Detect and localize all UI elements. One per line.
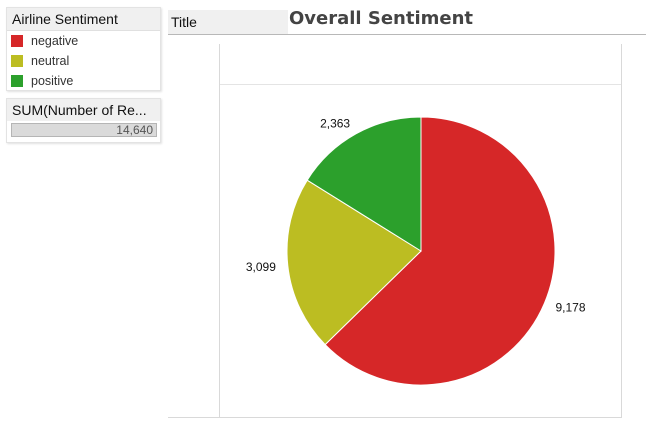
legend-item-positive[interactable]: positive <box>7 71 160 91</box>
pie-labels: 9,178 3,099 2,363 <box>246 116 586 314</box>
pie-slice-positive[interactable] <box>306 116 422 252</box>
sum-filter-value: 14,640 <box>116 123 153 137</box>
sum-filter-slider[interactable]: 14,640 <box>11 123 157 137</box>
sum-filter-fill <box>12 124 156 136</box>
pie-slices <box>286 116 556 386</box>
legend-item-neutral[interactable]: neutral <box>7 51 160 71</box>
legend-label-positive: positive <box>31 74 74 88</box>
pie-label-negative: 9,178 <box>556 301 586 315</box>
legend-swatch-positive <box>11 75 23 87</box>
legend-item-negative[interactable]: negative <box>7 31 160 51</box>
pie-slice-neutral[interactable] <box>286 179 422 346</box>
sum-filter-card: SUM(Number of Re... 14,640 <box>6 98 161 143</box>
legend-swatch-negative <box>11 35 23 47</box>
legend-swatch-neutral <box>11 55 23 67</box>
legend-label-negative: negative <box>31 34 79 48</box>
pie-label-neutral: 3,099 <box>246 260 276 274</box>
sum-filter-title: SUM(Number of Re... <box>7 99 160 121</box>
pie-slice-negative[interactable] <box>324 116 556 386</box>
legend-title: Airline Sentiment <box>7 8 160 31</box>
pie-label-positive: 2,363 <box>320 116 350 130</box>
legend-label-neutral: neutral <box>31 54 70 68</box>
title-divider <box>168 34 646 35</box>
title-tab[interactable]: Title <box>168 10 288 34</box>
legend-card: Airline Sentiment negative neutral posit… <box>6 7 161 91</box>
chart-title: Overall Sentiment <box>289 8 474 29</box>
